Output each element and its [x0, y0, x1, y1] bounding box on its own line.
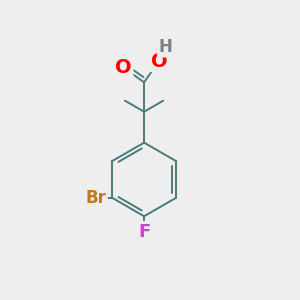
Text: F: F	[138, 223, 150, 241]
Text: Br: Br	[85, 189, 106, 207]
Text: O: O	[151, 52, 167, 70]
Text: O: O	[115, 58, 132, 77]
Text: H: H	[158, 38, 172, 56]
